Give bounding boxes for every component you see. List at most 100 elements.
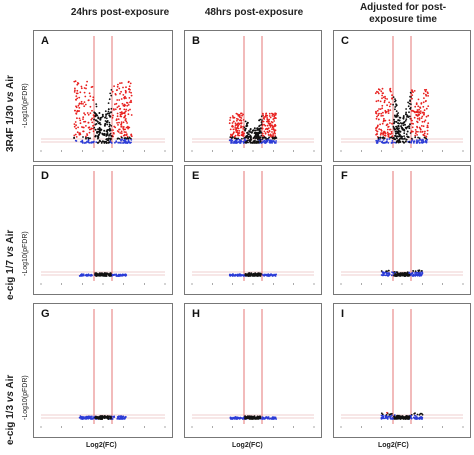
data-point — [420, 125, 423, 127]
data-point — [268, 120, 270, 123]
data-point — [268, 129, 271, 132]
data-point — [389, 415, 392, 418]
data-point — [83, 91, 86, 94]
data-point — [127, 81, 130, 84]
data-point — [389, 103, 392, 105]
data-point — [244, 415, 247, 418]
data-point — [127, 113, 130, 116]
data-point — [94, 135, 97, 138]
data-point — [119, 274, 122, 276]
data-point — [273, 131, 276, 134]
data-point — [411, 137, 413, 140]
data-point — [254, 132, 257, 135]
data-point — [388, 128, 391, 131]
data-point — [376, 109, 379, 112]
panel-H: H — [184, 303, 322, 438]
data-point — [407, 101, 409, 104]
data-point — [420, 102, 423, 104]
data-point — [97, 128, 100, 131]
data-point — [380, 132, 382, 135]
data-point — [416, 134, 418, 136]
data-point — [236, 123, 239, 126]
data-point — [274, 416, 277, 419]
data-point — [408, 102, 411, 105]
data-point — [108, 125, 111, 128]
data-point — [374, 92, 377, 95]
data-point — [422, 101, 425, 104]
data-point — [231, 122, 234, 124]
data-point — [245, 141, 248, 144]
data-point — [273, 141, 276, 144]
data-point — [262, 120, 265, 123]
data-point — [91, 121, 94, 124]
data-point — [103, 132, 106, 135]
data-point — [75, 127, 77, 130]
data-point — [95, 113, 98, 116]
data-point — [264, 273, 266, 276]
data-point — [410, 96, 412, 98]
data-point — [383, 272, 386, 274]
data-point — [78, 133, 81, 136]
data-point — [402, 416, 405, 419]
data-point — [259, 140, 262, 143]
panel-label-A: A — [41, 35, 49, 47]
data-point — [263, 130, 266, 133]
data-point — [256, 127, 259, 130]
data-point — [247, 136, 250, 138]
data-point — [93, 126, 96, 129]
data-point — [128, 85, 131, 88]
data-point — [237, 274, 240, 277]
data-point — [125, 126, 128, 129]
data-point — [107, 110, 110, 113]
data-point — [80, 102, 83, 105]
data-point — [98, 112, 101, 114]
data-point — [246, 417, 249, 419]
data-point — [389, 413, 392, 415]
data-point — [425, 135, 427, 138]
data-point — [88, 141, 91, 144]
data-point — [239, 114, 241, 116]
data-point — [128, 136, 131, 139]
data-point — [75, 124, 77, 127]
data-point — [119, 82, 121, 85]
data-point — [273, 273, 275, 276]
data-point — [427, 126, 429, 129]
data-point — [411, 90, 414, 93]
data-point — [388, 138, 391, 140]
data-point — [94, 123, 97, 126]
data-point — [124, 415, 127, 418]
data-point — [407, 273, 410, 276]
data-point — [231, 137, 234, 139]
data-point — [394, 100, 396, 103]
data-point — [110, 142, 113, 144]
data-point — [384, 134, 387, 137]
data-point — [381, 94, 383, 97]
data-point — [236, 113, 239, 115]
data-point — [124, 140, 127, 143]
data-point — [89, 274, 92, 277]
data-point — [80, 85, 83, 88]
data-point — [386, 98, 388, 100]
data-point — [130, 94, 133, 97]
data-point — [235, 131, 238, 134]
data-point — [231, 125, 234, 128]
data-point — [385, 272, 388, 275]
data-point — [249, 128, 252, 130]
data-point — [125, 120, 128, 123]
data-point — [249, 141, 252, 144]
data-point — [404, 123, 406, 126]
data-point — [230, 142, 232, 144]
data-point — [113, 416, 116, 418]
data-point — [426, 133, 429, 135]
data-point — [83, 105, 86, 108]
data-point — [392, 125, 395, 128]
data-point — [388, 105, 391, 108]
data-point — [76, 82, 79, 84]
data-point — [114, 93, 117, 96]
data-point — [89, 105, 92, 108]
data-point — [390, 132, 393, 135]
data-point — [380, 115, 383, 117]
data-point — [381, 140, 384, 143]
data-point — [78, 107, 81, 109]
data-point — [91, 117, 93, 120]
